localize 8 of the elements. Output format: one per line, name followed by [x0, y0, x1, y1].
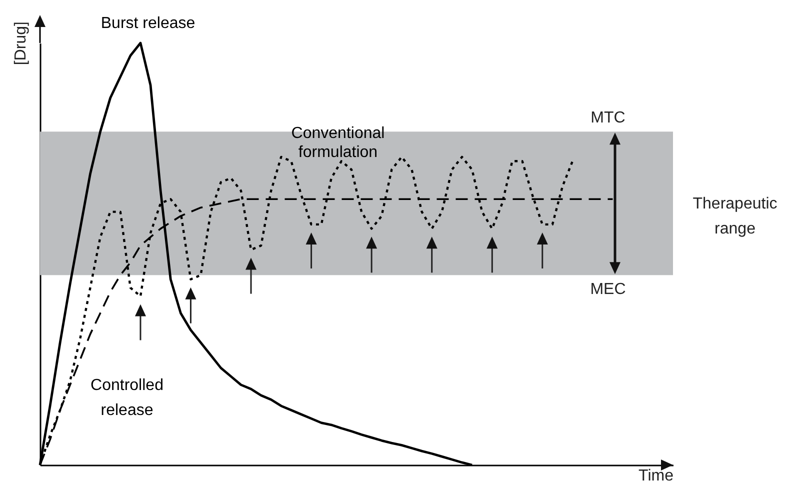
y-axis-title: [Drug] [12, 22, 30, 66]
band-label: Therapeutic range [692, 195, 778, 238]
series-label: Burst release [100, 15, 196, 32]
series-label: Conventional formulation [291, 125, 385, 161]
annotation: MTC [590, 110, 626, 127]
annotation: MEC [590, 281, 626, 298]
series-label: Controlled release [90, 377, 164, 419]
x-axis-title: Time [638, 468, 674, 484]
